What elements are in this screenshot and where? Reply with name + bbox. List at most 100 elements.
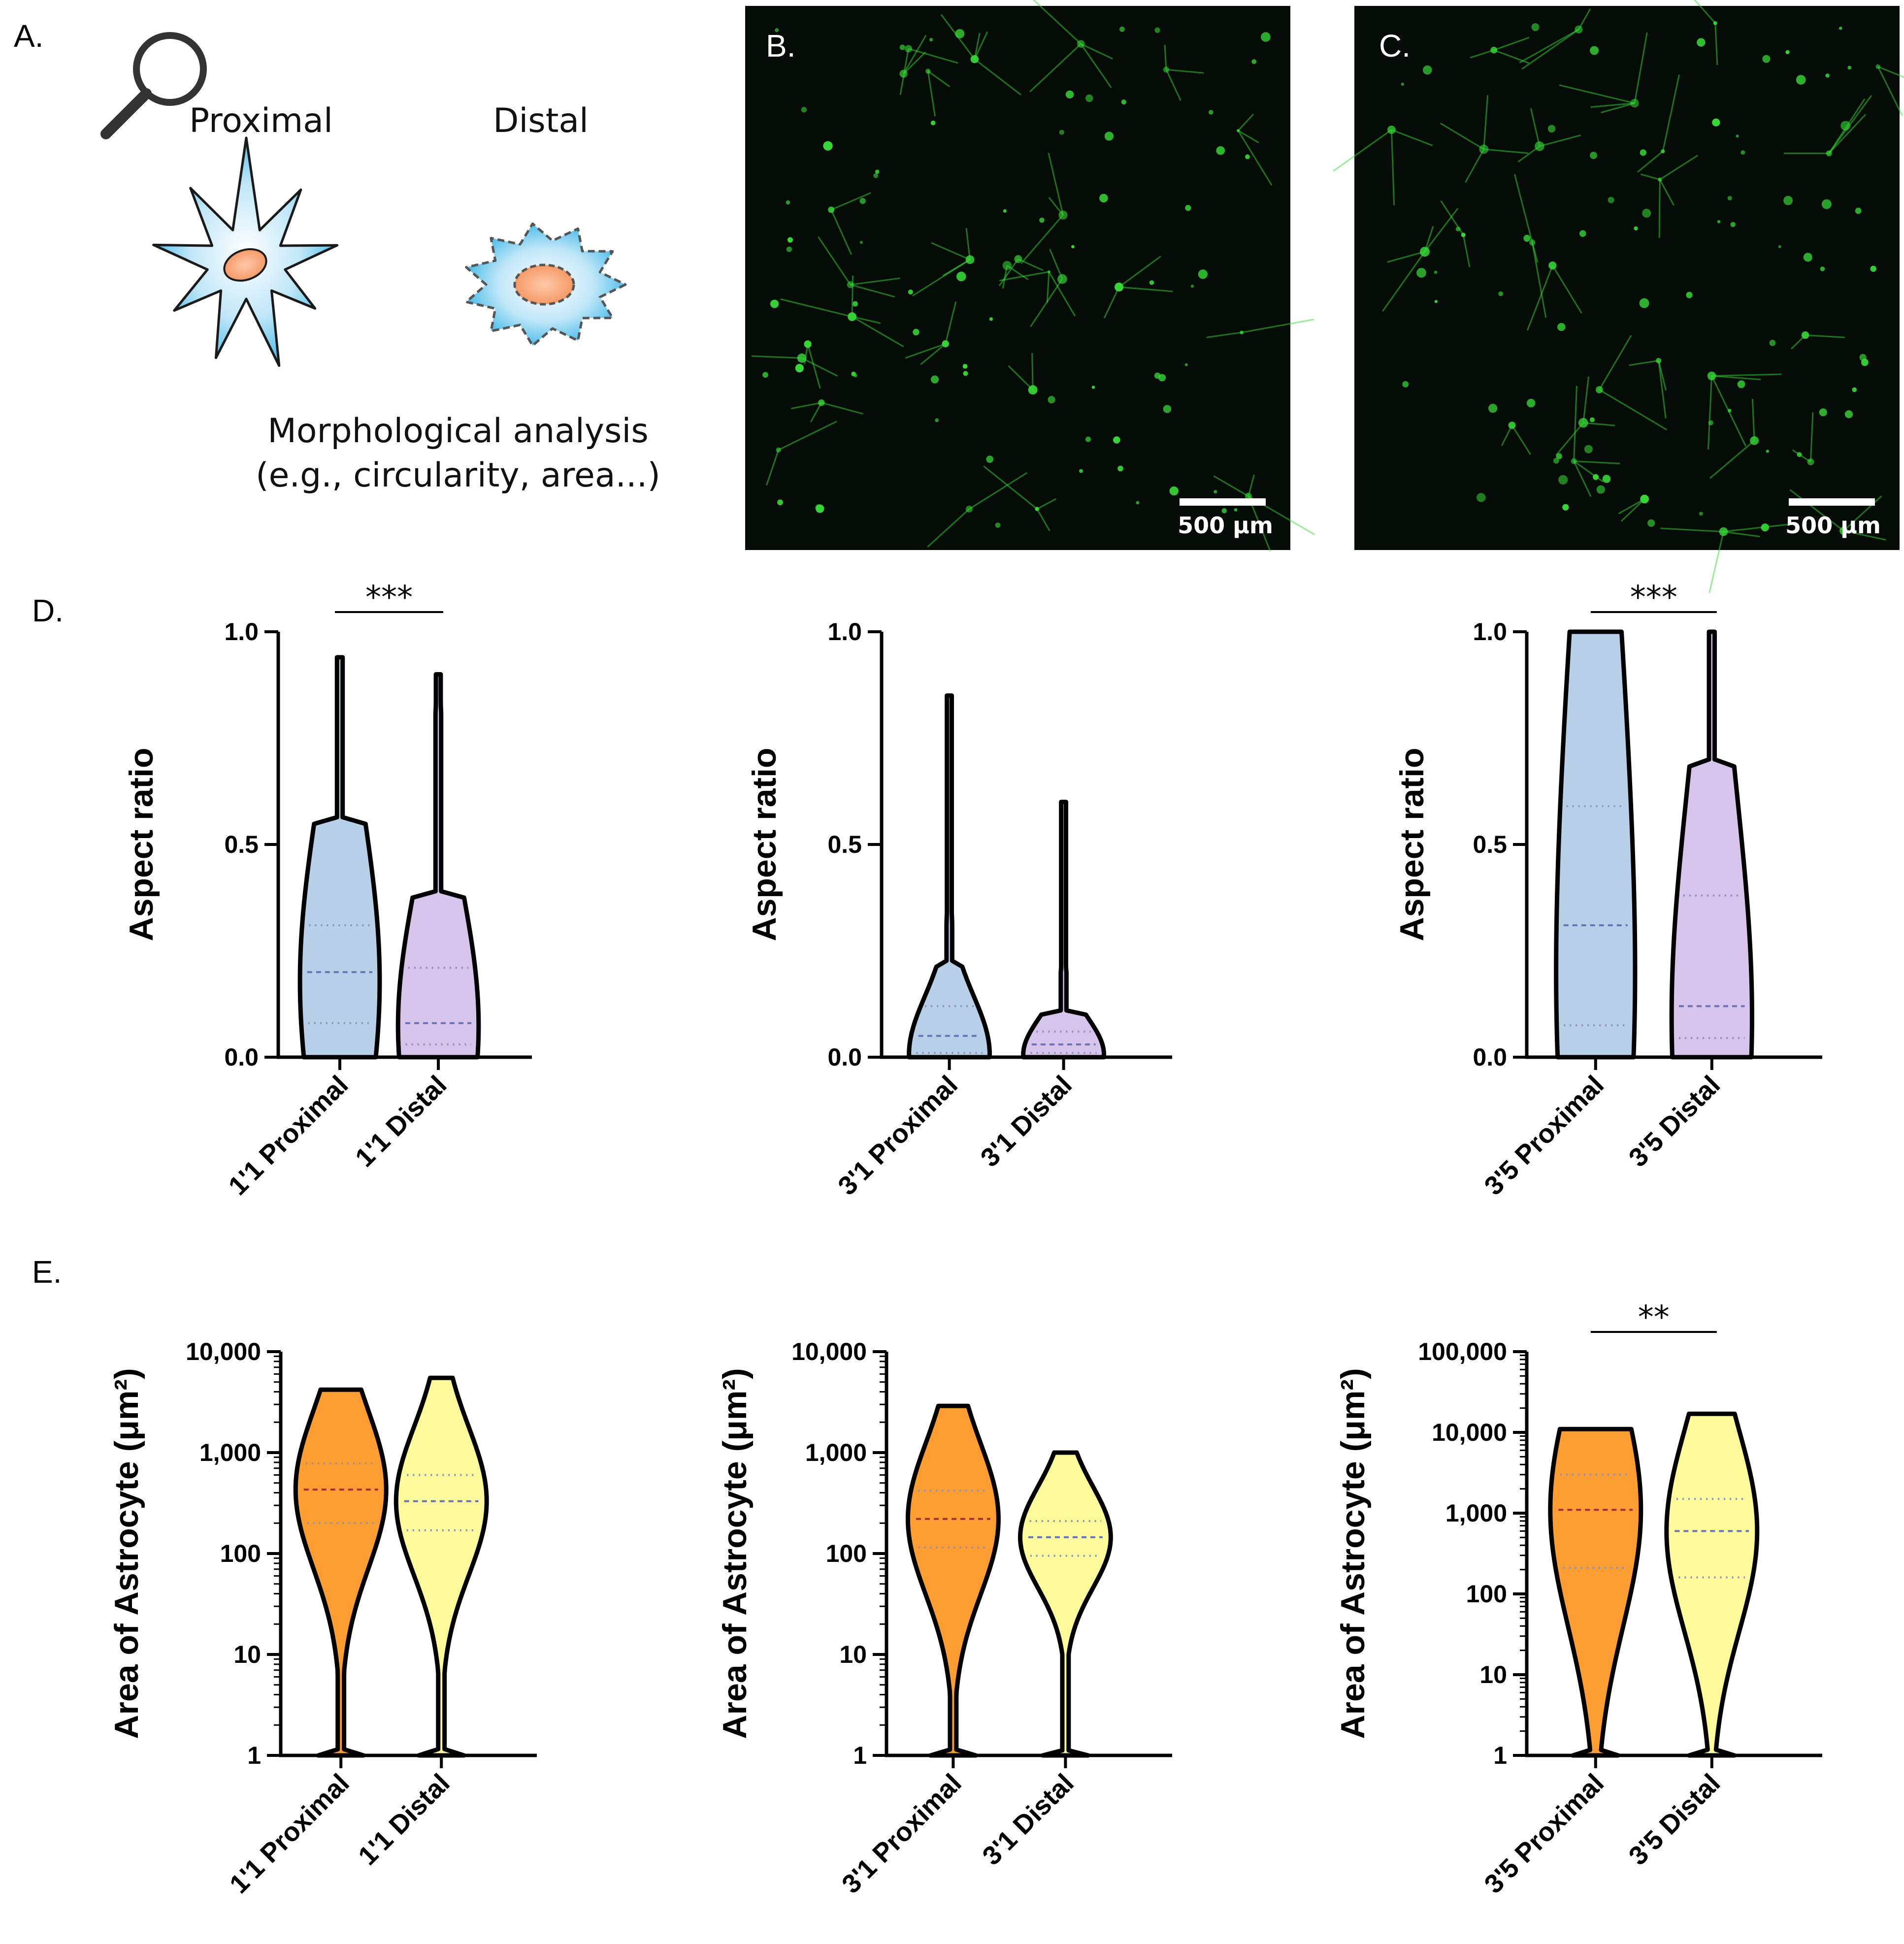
cell-process [1574, 460, 1620, 464]
cell-process [1213, 475, 1249, 497]
cell-process [983, 465, 1038, 510]
cell-dot [913, 328, 919, 336]
cell-process [1660, 527, 1724, 533]
violin-3-5-distal [1669, 629, 1754, 1060]
cell-dot [1169, 486, 1179, 496]
violin-3-5-distal [1664, 1411, 1760, 1758]
cell-dot [1065, 90, 1074, 99]
significance-marker: *** [365, 580, 413, 616]
cell-process [1708, 531, 1724, 593]
cell-process [1080, 43, 1112, 89]
cell-process [852, 316, 881, 324]
magnifier-icon [100, 32, 207, 139]
cell-process [1659, 179, 1674, 206]
cell-dot [1596, 485, 1605, 494]
cell-dot [908, 290, 913, 295]
cell-process [1118, 286, 1173, 292]
cell-dot [859, 241, 863, 244]
cell-process [974, 31, 988, 60]
cell-dot [1590, 46, 1599, 55]
panel-label-a: A. [14, 18, 43, 54]
cell-dot [1085, 436, 1091, 442]
cell-dot [1579, 230, 1586, 237]
cell-dot [1163, 405, 1172, 413]
cell-dot [930, 375, 939, 384]
cell-dot [1185, 205, 1191, 211]
cell-process [801, 357, 838, 377]
cell-process [766, 450, 780, 486]
cell-process [830, 209, 853, 255]
cell-process [927, 71, 936, 117]
cell-process [1031, 353, 1034, 390]
micrograph-c-cells [1333, 0, 1904, 593]
cell-process [1843, 530, 1886, 541]
cell-process [821, 402, 863, 415]
proximal-astrocyte-icon [152, 136, 339, 367]
cell-process [1048, 197, 1064, 216]
y-tick-label: 1.0 [827, 618, 862, 646]
cell-process [1501, 424, 1513, 447]
cell-dot [1778, 245, 1781, 248]
cell-dot [1091, 386, 1095, 389]
cell-process [1029, 43, 1082, 93]
cell-process [1390, 130, 1395, 205]
cell-process [1030, 278, 1063, 327]
cell-process [1493, 36, 1530, 51]
cell-process [804, 344, 809, 364]
cell-process [1032, 0, 1082, 45]
cell-process [1103, 287, 1120, 319]
y-tick-label: 1,000 [805, 1439, 867, 1466]
cell-dot [1477, 493, 1486, 502]
cell-process [1723, 531, 1760, 538]
cell-process [1828, 114, 1867, 154]
cell-process [1809, 412, 1814, 462]
cell-process [1526, 265, 1553, 331]
cell-dot [1686, 292, 1693, 298]
y-tick-label: 10,000 [791, 1338, 867, 1365]
cell-process [927, 508, 970, 548]
cell-process [1387, 251, 1425, 263]
cell-dot [1783, 195, 1793, 205]
cell-process [1391, 129, 1433, 146]
cell-process [1238, 130, 1259, 143]
chart-3: 1 10 100 1,000 10,000 Area of Astrocyte (μm²)… [108, 1338, 537, 1899]
cell-process [1601, 102, 1635, 114]
cell-process [1714, 23, 1718, 65]
cell-dot [1119, 26, 1125, 32]
cell-process [1640, 173, 1660, 181]
cell-process [1519, 29, 1579, 64]
cell-dot [1498, 291, 1504, 296]
analysis-line-2: (e.g., circularity, area...) [256, 456, 660, 495]
y-axis-label: Aspect ratio [123, 748, 160, 941]
violin-3-5-proximal [1548, 1426, 1643, 1758]
cell-process [1828, 95, 1872, 154]
y-tick-label: 1 [853, 1742, 867, 1769]
cell-dot [1455, 227, 1461, 231]
cell-process [945, 301, 957, 344]
y-axis-label: Area of Astrocyte (μm²) [1334, 1368, 1372, 1739]
cell-dot [1642, 208, 1651, 218]
y-tick-label: 0.5 [827, 831, 862, 858]
cell-dot [1059, 130, 1064, 135]
cell-process [1539, 134, 1581, 147]
cell-dot [1558, 475, 1568, 485]
x-category-label: 3'5 Proximal [1478, 1768, 1609, 1899]
y-axis-label: Area of Astrocyte (μm²) [716, 1368, 754, 1739]
cell-process [1465, 149, 1485, 183]
cell-process [920, 343, 946, 365]
cell-process [1559, 84, 1635, 104]
cell-dot [1584, 445, 1593, 454]
cell-dot [995, 522, 1001, 528]
x-category-label: 3'5 Distal [1623, 1768, 1726, 1871]
cell-process [899, 48, 910, 96]
cell-dot [1214, 490, 1217, 494]
cell-process [1008, 365, 1034, 390]
cell-process [818, 236, 851, 286]
panel-c-micrograph: C. 500 μm [1333, 0, 1904, 593]
cell-process [903, 51, 926, 74]
cell-dot [1785, 50, 1790, 54]
analysis-line-1: Morphological analysis [267, 412, 649, 451]
cell-dot [1085, 94, 1093, 102]
violin-3-1-distal [1018, 1450, 1113, 1758]
cell-process [908, 48, 958, 64]
